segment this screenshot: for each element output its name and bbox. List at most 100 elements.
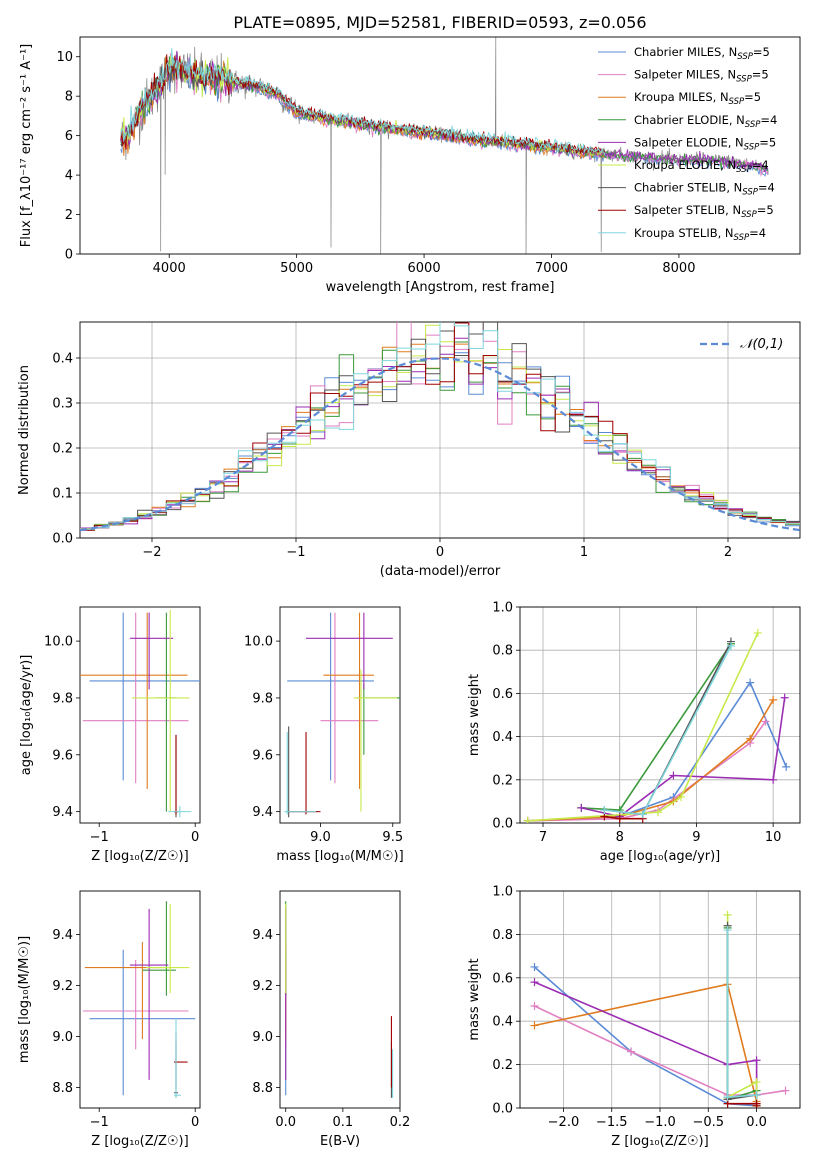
errorbars [82, 901, 196, 1098]
legend-entry: Chabrier ELODIE, NSSP=4 [634, 113, 777, 130]
y-tick-label: 6 [65, 129, 73, 144]
y-axis-label: Flux [f_λ10⁻¹⁷ erg cm⁻² s⁻¹ A⁻¹] [19, 44, 34, 248]
marker-kroupa-stelib [752, 1090, 761, 1099]
y-tick-label: 10.0 [244, 635, 273, 650]
y-tick-label: 0.1 [52, 487, 73, 502]
legend-entry: Kroupa ELODIE, NSSP=4 [634, 158, 769, 175]
x-tick-label: 5000 [280, 261, 313, 276]
y-tick-label: 0.2 [52, 442, 73, 457]
y-tick-label: 0.4 [492, 1015, 513, 1030]
legend-subscript: SSP [734, 233, 750, 243]
y-tick-label: 1.0 [492, 885, 513, 900]
legend-entry: Chabrier STELIB, NSSP=4 [634, 181, 775, 198]
series-chabrier-stelib [726, 925, 757, 1101]
y-axis-label: age [log₁₀(age/yr)] [19, 655, 34, 776]
x-tick-label: −1.5 [596, 1115, 628, 1130]
x-axis-label: Z [log₁₀(Z/Z☉)] [91, 849, 188, 864]
x-tick-label: 1 [580, 545, 588, 560]
x-tick-label: 0.2 [390, 1115, 411, 1130]
legend-value: =4 [760, 113, 777, 127]
marker-chabrier-miles [530, 962, 539, 971]
marker-kroupa-elodie [523, 816, 532, 823]
histogram-chabrier-elodie [80, 341, 800, 530]
series-kroupa-miles [527, 699, 774, 822]
x-tick-label: 8 [616, 830, 624, 845]
series-chabrier-miles [527, 680, 787, 822]
marker-kroupa-elodie [752, 1077, 761, 1086]
marker-salpeter-elodie [577, 803, 586, 812]
legend-value: =5 [757, 203, 774, 217]
y-tick-label: 0.4 [52, 352, 73, 367]
x-axis-label: wavelength [Angstrom, rest frame] [326, 280, 555, 295]
marker-kroupa-elodie [654, 808, 663, 817]
series-chabrier-elodie [726, 927, 757, 1101]
series-salpeter-elodie [534, 981, 758, 1104]
legend-subscript: SSP [745, 120, 761, 130]
y-tick-label: 0.0 [492, 817, 513, 832]
marker-salpeter-miles [530, 1002, 539, 1011]
marker-salpeter-elodie [769, 775, 778, 784]
histogram-kroupa-stelib [80, 322, 800, 530]
errorbars [80, 609, 200, 818]
series-kroupa-elodie [726, 914, 758, 1106]
weight-lines [523, 628, 791, 823]
normal-curve [80, 357, 800, 532]
legend: Chabrier MILES, NSSP=5 Salpeter MILES, NS… [598, 45, 777, 243]
panel-weight-vs-age: 7 8 9 10 0.0 0.2 0.4 0.6 0.8 1.0 age [log₁₀(age/yr… [467, 601, 801, 864]
legend-value: =5 [744, 90, 761, 104]
legend-entry: Kroupa STELIB, NSSP=4 [634, 226, 766, 243]
y-tick-label: 0.2 [492, 1058, 513, 1073]
x-tick-label: 0 [436, 545, 444, 560]
legend-value: =5 [752, 68, 769, 82]
x-tick-label: 0.0 [746, 1115, 767, 1130]
x-tick-label: 0 [191, 1115, 199, 1130]
y-tick-label: 9.8 [52, 691, 73, 706]
panel-mass-vs-ebv: 0.0 0.1 0.2 8.8 9.0 9.2 9.4 E(B-V) [252, 890, 411, 1149]
axes-frame [279, 890, 401, 1109]
marker-kroupa-stelib [726, 641, 735, 650]
series-chabrier-stelib [604, 641, 732, 816]
marker-kroupa-stelib [600, 806, 609, 815]
y-axis-label: mass weight [467, 674, 482, 756]
series-kroupa-stelib [726, 930, 757, 1099]
panel-spectrum: 4000 5000 6000 7000 8000 0 2 4 6 8 10 wavelength [A… [19, 36, 801, 295]
errorbars [285, 901, 394, 1098]
x-tick-label: −1 [90, 1115, 109, 1130]
marker-chabrier-miles [746, 678, 755, 687]
x-tick-label: 9.0 [310, 830, 331, 845]
legend-entry: Salpeter STELIB, NSSP=5 [634, 203, 774, 220]
y-tick-label: 9.4 [252, 805, 273, 820]
legend-subscript: SSP [737, 52, 753, 62]
legend-value: =4 [752, 158, 769, 172]
axes-frame [519, 890, 801, 1109]
x-axis-label: Z [log₁₀(Z/Z☉)] [91, 1134, 188, 1149]
marker-salpeter-elodie [669, 771, 678, 780]
marker-kroupa-miles [746, 734, 755, 743]
series-chabrier-miles [533, 966, 757, 1107]
legend-entry: Chabrier MILES, NSSP=5 [634, 45, 770, 62]
x-tick-label: 0.1 [333, 1115, 354, 1130]
y-tick-label: 0.8 [492, 928, 513, 943]
panel-age-vs-Z: −1 0 9.4 9.6 9.8 10.0 Z [log₁₀(Z/Z☉)] age [log₁… [19, 606, 201, 864]
x-tick-label: 7 [539, 830, 547, 845]
x-tick-label: 0.0 [275, 1115, 296, 1130]
marker-kroupa-elodie [753, 628, 762, 637]
legend-value: =5 [753, 45, 770, 59]
y-tick-label: 8.8 [252, 1081, 273, 1096]
y-tick-label: 8 [65, 90, 73, 105]
marker-salpeter-elodie [780, 693, 789, 702]
y-tick-label: 9.6 [52, 748, 73, 763]
panel-mass-vs-Z: −1 0 8.8 9.0 9.2 9.4 Z [log₁₀(Z/Z☉)] mass [log₁… [17, 890, 201, 1149]
marker-salpeter-stelib [615, 814, 624, 823]
y-tick-label: 0.6 [492, 971, 513, 986]
y-tick-label: 9.4 [52, 928, 73, 943]
legend-subscript: SSP [736, 165, 752, 175]
legend-subscript: SSP [736, 75, 752, 85]
legend-subscript: SSP [744, 142, 760, 152]
marker-salpeter-miles [781, 1086, 790, 1095]
legend-entry: 𝒩(0,1) [740, 337, 783, 352]
marker-kroupa-elodie [677, 793, 686, 802]
axes-frame [79, 606, 201, 824]
marker-chabrier-miles [782, 762, 791, 771]
